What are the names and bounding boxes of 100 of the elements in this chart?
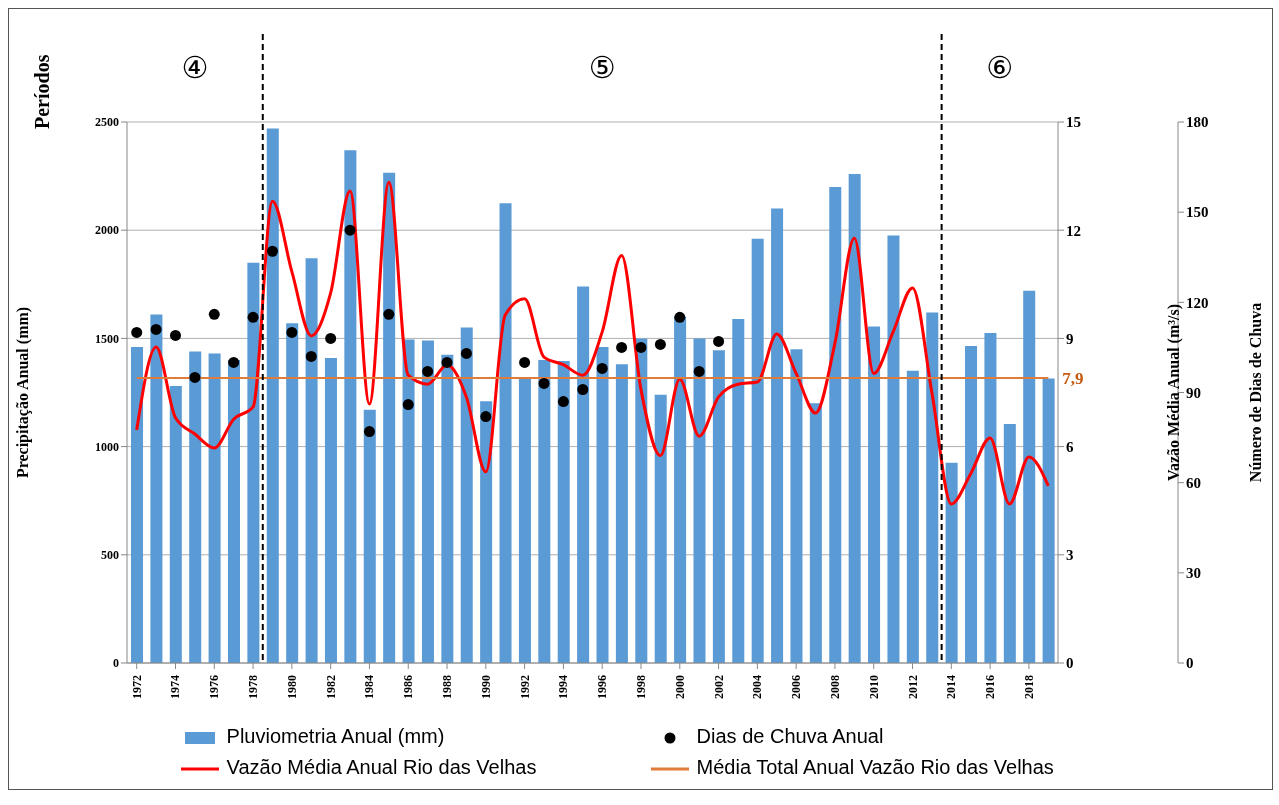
- point: [189, 371, 201, 383]
- bar: [712, 350, 725, 663]
- point: [305, 350, 317, 362]
- bar: [402, 339, 415, 663]
- legend-label: Média Total Anual Vazão Rio das Velhas: [695, 756, 1055, 779]
- bar: [460, 327, 473, 663]
- bar: [286, 323, 299, 663]
- bar: [848, 173, 861, 663]
- y-tick-label: 0: [113, 656, 119, 671]
- bar: [421, 340, 434, 663]
- point: [616, 341, 628, 353]
- x-tick-label: 2010: [866, 675, 881, 699]
- x-tick-label: 1996: [595, 675, 610, 699]
- y3-tick-label: 30: [1186, 565, 1201, 582]
- x-tick-label: 1980: [284, 675, 299, 699]
- text: ⑤: [588, 50, 616, 85]
- bar: [324, 357, 337, 663]
- point: [286, 326, 298, 338]
- y3-tick-label: 90: [1186, 384, 1201, 401]
- x-tick-label: 2008: [827, 675, 842, 699]
- bar: [887, 235, 900, 663]
- x-tick-label: 2002: [711, 675, 726, 699]
- point: [228, 356, 240, 368]
- point: [150, 323, 162, 335]
- point: [693, 365, 705, 377]
- x-tick-label: 1984: [362, 675, 377, 699]
- x-tick-label: 2014: [944, 675, 959, 699]
- point: [325, 332, 337, 344]
- bar: [809, 403, 822, 663]
- bar: [208, 353, 221, 663]
- y2-tick-label: 15: [1066, 114, 1081, 131]
- y2-axis-title: Vazão Média Anual (m³/s): [1164, 303, 1183, 482]
- bar: [131, 347, 144, 663]
- x-tick-label: 1986: [401, 675, 416, 699]
- point: [363, 426, 375, 438]
- point: [596, 362, 608, 374]
- bar: [906, 370, 919, 663]
- x-tick-label: 1990: [478, 675, 493, 699]
- point: [713, 335, 725, 347]
- y-tick-label: 1000: [95, 439, 119, 454]
- y2-tick-label: 9: [1066, 330, 1074, 347]
- bar: [344, 150, 357, 663]
- legend-label: Vazão Média Anual Rio das Velhas: [225, 756, 538, 779]
- y-axis-title: Precipitação Anual (mm): [13, 306, 32, 479]
- bar: [693, 338, 706, 663]
- bar: [771, 208, 784, 663]
- bar: [984, 332, 997, 663]
- point: [654, 338, 666, 350]
- y2-tick-label: 12: [1066, 222, 1081, 239]
- point: [538, 377, 550, 389]
- bar: [577, 286, 590, 663]
- y-tick-label: 2000: [95, 223, 119, 238]
- bar: [654, 394, 667, 663]
- bar: [363, 409, 376, 663]
- bar: [868, 326, 881, 663]
- bar: [829, 186, 842, 663]
- bar: [305, 258, 318, 663]
- point: [674, 311, 686, 323]
- x-tick-label: 2004: [750, 675, 765, 699]
- bar: [1042, 378, 1055, 663]
- bar: [1023, 290, 1036, 663]
- x-tick-label: 1974: [168, 675, 183, 699]
- bar: [538, 360, 551, 663]
- bar: [615, 364, 628, 663]
- x-tick-label: 1972: [129, 675, 144, 699]
- x-tick-label: 1994: [556, 675, 571, 699]
- point: [635, 341, 647, 353]
- bar: [1003, 423, 1016, 663]
- bar: [441, 354, 454, 663]
- line-series: [135, 180, 1050, 506]
- x-tick-label: 1992: [517, 675, 532, 699]
- bar: [945, 462, 958, 663]
- x-tick-label: 1978: [246, 675, 261, 699]
- x-tick-label: 1982: [323, 675, 338, 699]
- text: Períodos: [31, 54, 54, 129]
- bar: [499, 203, 512, 663]
- y-tick-label: 1500: [95, 331, 119, 346]
- x-tick-label: 2012: [905, 675, 920, 699]
- y2-tick-label: 0: [1066, 655, 1074, 672]
- bar: [383, 172, 396, 663]
- bar: [732, 318, 745, 663]
- point: [131, 326, 143, 338]
- y3-tick-label: 60: [1186, 474, 1201, 491]
- bar: [790, 349, 803, 663]
- x-tick-label: 2016: [983, 675, 998, 699]
- point: [169, 329, 181, 341]
- y-tick-label: 500: [101, 548, 119, 563]
- bar: [596, 347, 609, 663]
- y2-tick-label: 6: [1066, 438, 1074, 455]
- bar: [674, 316, 687, 663]
- point: [557, 396, 569, 408]
- bar: [227, 360, 240, 663]
- bar: [518, 377, 531, 663]
- bar: [189, 351, 202, 663]
- legend-label: Pluviometria Anual (mm): [225, 725, 446, 748]
- point: [422, 365, 434, 377]
- text: ④: [181, 50, 209, 85]
- bar: [635, 338, 648, 663]
- bar: [557, 361, 570, 663]
- bar: [751, 238, 764, 663]
